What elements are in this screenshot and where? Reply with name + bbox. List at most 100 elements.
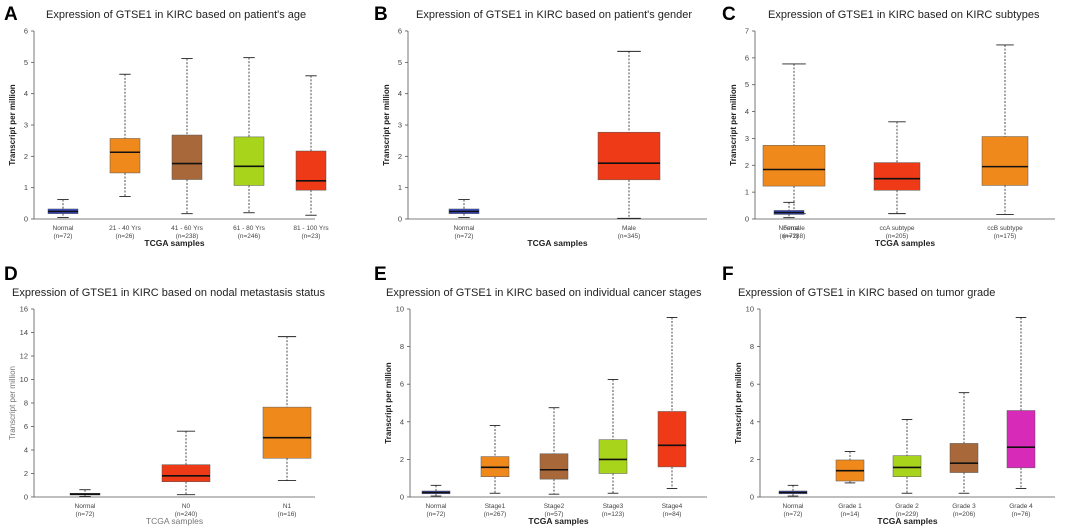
y-tick-label: 2 [745,161,749,170]
iqr-box [762,145,826,187]
y-tick-label: 6 [750,380,754,389]
box-81-100-yrs: 81 - 100 Yrs(n=23) [293,75,329,240]
y-axis-label: Transcript per million [382,84,391,165]
iqr-box [262,406,312,459]
y-tick-label: 8 [750,342,754,351]
iqr-box [161,464,211,482]
chart-title: Expression of GTSE1 in KIRC based on nod… [12,287,326,299]
category-label: Grade 3 [952,503,976,510]
iqr-box [109,138,141,174]
box-normal: Normal(n=72) [47,199,79,240]
y-tick-label: 2 [400,455,404,464]
sample-count: (n=23) [302,233,321,240]
category-label: Grade 2 [895,503,919,510]
category-label: Stage2 [544,503,565,510]
iqr-box [598,439,628,474]
x-axis-label: TCGA samples [146,516,203,526]
iqr-box [171,134,203,180]
panel-letter: C [722,4,736,25]
category-label: Normal [779,225,801,232]
sample-count: (n=72) [427,511,446,518]
y-tick-label: 14 [20,328,28,337]
category-label: 41 - 60 Yrs [171,225,203,232]
box-normal: Normal(n=72) [448,199,480,240]
y-tick-label: 4 [398,89,402,98]
box-normal: Normal(n=72) [773,201,805,240]
y-tick-label: 2 [398,152,402,161]
panel-a: A Expression of GTSE1 in KIRC based on pa… [4,4,329,248]
y-tick-label: 12 [20,352,28,361]
box-ccb-subtype: ccB subtype(n=175) [981,44,1029,240]
y-tick-label: 0 [398,215,402,224]
sample-count: (n=72) [54,233,73,240]
sample-count: (n=238) [176,233,199,240]
sample-count: (n=229) [896,511,919,518]
y-tick-label: 2 [750,455,754,464]
iqr-box [949,443,979,473]
box-stage3: Stage3(n=123) [598,379,628,518]
y-tick-label: 6 [24,27,28,36]
category-label: Grade 4 [1009,503,1033,510]
x-axis-label: TCGA samples [877,516,937,526]
y-tick-label: 1 [745,188,749,197]
panel-d: D Expression of GTSE1 in KIRC based on no… [4,264,326,526]
sample-count: (n=188) [783,233,806,240]
iqr-box [295,150,327,191]
category-label: 81 - 100 Yrs [293,225,329,232]
iqr-box [981,136,1029,186]
panel-letter: E [374,264,387,285]
sample-count: (n=246) [238,233,261,240]
box-grade-2: Grade 2(n=229) [892,419,922,518]
sample-count: (n=16) [278,511,297,518]
category-label: Stage3 [603,503,624,510]
y-tick-label: 10 [746,305,754,314]
sample-count: (n=240) [175,511,198,518]
box-n0: N0(n=240) [161,430,211,518]
y-tick-label: 0 [400,493,404,502]
box-stage1: Stage1(n=267) [480,425,510,518]
y-tick-label: 6 [745,53,749,62]
box-n1: N1(n=16) [262,336,312,518]
panel-b: B Expression of GTSE1 in KIRC based on pa… [374,4,826,248]
sample-count: (n=26) [116,233,135,240]
box-female: Female(n=188) [762,63,826,240]
box-stage4: Stage4(n=84) [657,317,687,518]
iqr-box [873,162,921,191]
y-tick-label: 4 [24,89,28,98]
category-label: Male [622,225,636,232]
chart-title: Expression of GTSE1 in KIRC based on KIR… [768,9,1040,21]
x-axis-label: TCGA samples [527,238,587,248]
box-41-60-yrs: 41 - 60 Yrs(n=238) [171,58,204,240]
iqr-box [539,453,569,480]
x-axis-label: TCGA samples [528,516,588,526]
sample-count: (n=345) [618,233,641,240]
box-normal: Normal(n=72) [421,484,451,518]
box-cca-subtype: ccA subtype(n=205) [873,121,921,240]
box-normal: Normal(n=72) [778,484,808,518]
y-tick-label: 8 [24,399,28,408]
category-label: Normal [75,503,97,510]
iqr-box [597,131,661,181]
box-grade-3: Grade 3(n=206) [949,392,979,518]
y-tick-label: 3 [398,121,402,130]
y-tick-label: 7 [745,27,749,36]
box-stage2: Stage2(n=57) [539,407,569,518]
y-tick-label: 6 [24,422,28,431]
box-21-40-yrs: 21 - 40 Yrs(n=26) [109,73,142,240]
category-label: ccA subtype [879,225,914,232]
y-tick-label: 4 [745,107,749,116]
y-tick-label: 4 [750,417,754,426]
sample-count: (n=72) [455,233,474,240]
category-label: Stage4 [662,503,683,510]
y-tick-label: 8 [400,342,404,351]
y-tick-label: 0 [745,215,749,224]
y-tick-label: 3 [745,134,749,143]
y-tick-label: 2 [24,152,28,161]
panel-e: E Expression of GTSE1 in KIRC based on in… [374,264,707,526]
category-label: Normal [53,225,75,232]
x-axis-label: TCGA samples [875,238,935,248]
category-label: Normal [783,503,805,510]
iqr-box [892,455,922,477]
y-tick-label: 10 [396,305,404,314]
